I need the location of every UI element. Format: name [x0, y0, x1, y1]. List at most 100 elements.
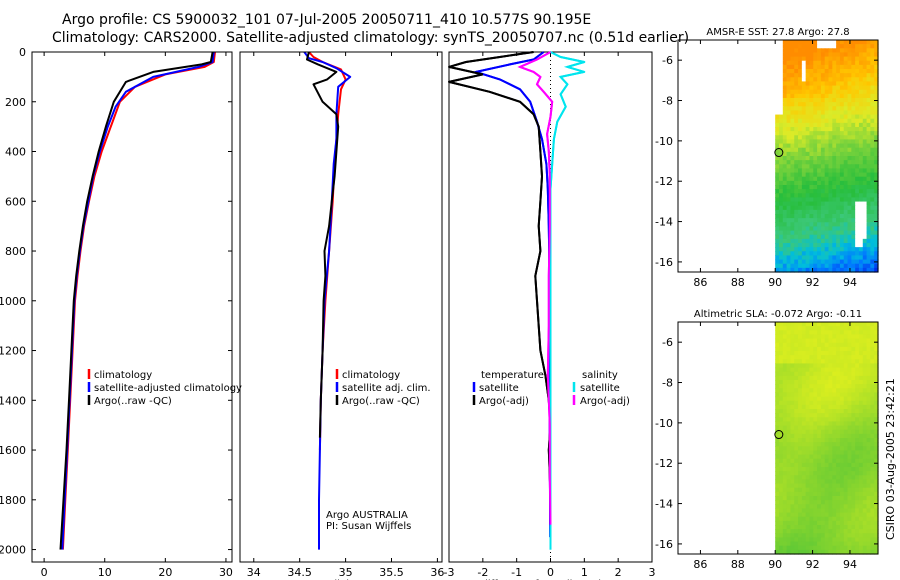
sst-map-cell: [866, 143, 871, 149]
sla-map-cell: [782, 417, 788, 423]
sla-map-cell: [836, 475, 841, 481]
sst-map-cell: [813, 44, 818, 49]
sst-map-cell: [828, 131, 833, 136]
sla-map-cell: [847, 537, 852, 543]
sst-map-cell: [794, 106, 799, 112]
sla-map-cell: [805, 367, 811, 373]
sla-map-cell: [820, 491, 826, 497]
sst-map-cell: [858, 110, 864, 116]
sst-map-cell: [836, 189, 841, 194]
sla-map-cell: [858, 417, 864, 423]
sla-map-cell: [847, 409, 852, 414]
temperature-profile-ytick-label-2: 400: [5, 146, 26, 159]
sst-map-cell: [790, 218, 795, 223]
sla-map-cell: [820, 500, 826, 505]
sst-map-cell: [866, 44, 871, 49]
sst-map-cell: [809, 234, 814, 240]
sla-map-cell: [832, 322, 837, 327]
sla-map-cell: [828, 520, 833, 526]
sst-map-cell: [786, 226, 792, 232]
sla-map-cell: [782, 371, 788, 377]
sst-map-cell: [782, 160, 788, 165]
sst-map-cell: [782, 85, 788, 91]
sst-map-cell: [798, 139, 803, 145]
sst-map-cell: [817, 93, 822, 99]
sst-map-cell: [817, 222, 822, 228]
sla-map-cell: [786, 433, 792, 439]
sla-map-cell: [813, 479, 818, 485]
sla-map-cell: [779, 371, 784, 377]
sst-map-cell: [779, 168, 784, 174]
sst-map-cell: [794, 172, 799, 178]
sst-map-cell: [874, 168, 879, 174]
sla-map-cell: [843, 384, 849, 389]
sla-map-cell: [870, 396, 875, 402]
sst-map-cell: [866, 52, 871, 58]
sst-map-cell: [858, 93, 864, 99]
sla-map-cell: [786, 392, 792, 398]
sst-map-cell: [790, 40, 795, 45]
sst-map-cell: [836, 267, 841, 273]
sla-map-cell: [832, 454, 837, 460]
sst-map-cell: [775, 201, 780, 207]
sla-map-cell: [790, 338, 795, 344]
sla-map-cell: [862, 467, 868, 472]
sst-map-cell: [874, 93, 879, 99]
sla-map-cell: [805, 462, 811, 468]
sla-map-cell: [775, 392, 780, 398]
sst-map-cell: [866, 259, 871, 265]
sla-map-cell: [832, 338, 837, 344]
sst-map-cell: [874, 77, 879, 83]
sla-map-cell: [813, 504, 818, 510]
sst-map-cell: [813, 143, 818, 149]
sla-map-cell: [828, 541, 833, 547]
sla-map-cell: [790, 508, 795, 514]
sla-map-cell: [858, 475, 864, 481]
sst-map-cell: [790, 48, 795, 54]
sla-map-cell: [851, 483, 856, 489]
sst-map-cell: [862, 209, 868, 215]
sst-map-cell: [794, 243, 799, 248]
sst-map-cell: [798, 247, 803, 252]
sst-map-xtick-label-1: 88: [731, 276, 745, 289]
sst-map-cell: [779, 44, 784, 49]
sla-map-cell: [817, 396, 822, 402]
sla-map-cell: [832, 433, 837, 439]
sla-map-cell: [824, 355, 830, 360]
sst-map-cell: [786, 44, 792, 49]
sst-map-cell: [790, 234, 795, 240]
sst-map-cell: [855, 69, 860, 74]
sla-map-cell: [847, 351, 852, 356]
sst-map-cell: [820, 60, 826, 66]
sla-map-cell: [866, 483, 871, 489]
sla-map-cell: [809, 446, 814, 452]
sla-map-cell: [786, 508, 792, 514]
sla-map-cell: [813, 446, 818, 452]
sst-map-cell: [782, 106, 788, 112]
sst-map-cell: [801, 106, 807, 112]
sst-map-cell: [798, 143, 803, 149]
sst-map-cell: [843, 73, 849, 78]
sst-map-cell: [775, 114, 780, 120]
sla-map-cell: [817, 504, 822, 510]
sst-map-cell: [779, 263, 784, 269]
sla-map-cell: [809, 462, 814, 468]
sla-map-cell: [786, 413, 792, 418]
sla-map-cell: [775, 338, 780, 344]
sla-map-cell: [809, 483, 814, 489]
sla-map-cell: [790, 541, 795, 547]
sla-map-cell: [851, 425, 856, 431]
sla-map-cell: [794, 446, 799, 452]
sst-map-cell: [786, 185, 792, 190]
sst-map-cell: [828, 73, 833, 78]
sst-map-cell: [786, 60, 792, 66]
sla-map-cell: [817, 322, 822, 327]
sla-map-cell: [779, 496, 784, 501]
sla-map-cell: [817, 351, 822, 356]
sst-map-cell: [786, 164, 792, 170]
sla-map-cell: [805, 351, 811, 356]
sst-map-cell: [836, 197, 841, 203]
sla-map-cell: [813, 421, 818, 427]
sst-map-cell: [828, 135, 833, 141]
sst-map-cell: [828, 77, 833, 83]
